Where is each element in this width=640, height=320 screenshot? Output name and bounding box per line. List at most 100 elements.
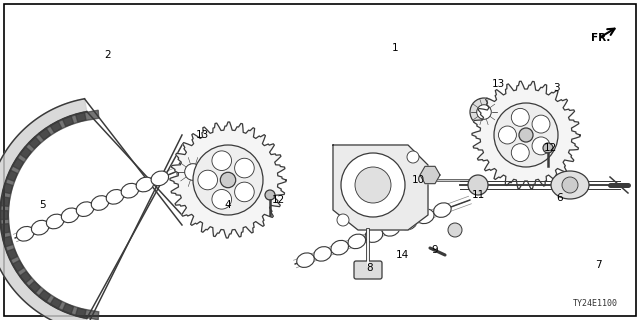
Circle shape bbox=[407, 151, 419, 163]
Ellipse shape bbox=[551, 171, 589, 199]
Polygon shape bbox=[0, 196, 10, 220]
Polygon shape bbox=[63, 112, 86, 126]
Circle shape bbox=[220, 172, 236, 188]
Ellipse shape bbox=[136, 177, 154, 192]
Polygon shape bbox=[1, 183, 13, 206]
Ellipse shape bbox=[365, 228, 383, 242]
Circle shape bbox=[468, 175, 488, 195]
Polygon shape bbox=[333, 145, 428, 230]
Ellipse shape bbox=[417, 209, 434, 224]
Polygon shape bbox=[76, 308, 99, 320]
Text: FR.: FR. bbox=[591, 33, 611, 43]
Polygon shape bbox=[0, 211, 10, 233]
Ellipse shape bbox=[139, 178, 151, 191]
Ellipse shape bbox=[31, 220, 49, 235]
Circle shape bbox=[212, 151, 232, 171]
Ellipse shape bbox=[151, 171, 168, 186]
Text: 11: 11 bbox=[472, 190, 484, 200]
Ellipse shape bbox=[367, 229, 380, 241]
Ellipse shape bbox=[297, 253, 314, 268]
Ellipse shape bbox=[385, 223, 397, 235]
Polygon shape bbox=[50, 116, 74, 132]
Ellipse shape bbox=[351, 235, 363, 248]
Polygon shape bbox=[20, 271, 40, 293]
Ellipse shape bbox=[154, 172, 166, 185]
Circle shape bbox=[477, 105, 492, 119]
Circle shape bbox=[511, 108, 529, 126]
Ellipse shape bbox=[34, 221, 47, 234]
Ellipse shape bbox=[382, 222, 400, 236]
Circle shape bbox=[265, 190, 275, 200]
Circle shape bbox=[198, 170, 218, 190]
Circle shape bbox=[543, 143, 553, 153]
Text: 6: 6 bbox=[557, 193, 563, 203]
Polygon shape bbox=[0, 99, 87, 320]
Polygon shape bbox=[20, 137, 40, 158]
Ellipse shape bbox=[106, 189, 124, 204]
Polygon shape bbox=[50, 298, 74, 314]
Polygon shape bbox=[472, 81, 580, 189]
Ellipse shape bbox=[76, 202, 94, 217]
Polygon shape bbox=[63, 304, 86, 318]
Circle shape bbox=[185, 164, 202, 180]
FancyBboxPatch shape bbox=[354, 261, 382, 279]
Ellipse shape bbox=[300, 254, 312, 267]
Polygon shape bbox=[29, 128, 51, 148]
Polygon shape bbox=[1, 224, 13, 247]
Ellipse shape bbox=[333, 241, 346, 254]
Circle shape bbox=[337, 214, 349, 226]
Polygon shape bbox=[170, 122, 286, 238]
Ellipse shape bbox=[419, 210, 431, 223]
Ellipse shape bbox=[64, 209, 76, 222]
Circle shape bbox=[519, 128, 533, 142]
Text: 13: 13 bbox=[195, 130, 209, 140]
Ellipse shape bbox=[17, 227, 34, 241]
Text: 10: 10 bbox=[412, 175, 424, 185]
Text: 2: 2 bbox=[105, 50, 111, 60]
Text: 1: 1 bbox=[392, 43, 398, 53]
Circle shape bbox=[235, 182, 254, 202]
Text: 12: 12 bbox=[271, 195, 285, 205]
Text: 7: 7 bbox=[595, 260, 602, 270]
Ellipse shape bbox=[19, 228, 31, 240]
Polygon shape bbox=[29, 281, 51, 302]
Polygon shape bbox=[38, 121, 61, 140]
Circle shape bbox=[532, 137, 550, 155]
Circle shape bbox=[193, 145, 263, 215]
Text: 3: 3 bbox=[553, 83, 559, 93]
Circle shape bbox=[532, 115, 550, 133]
Ellipse shape bbox=[109, 190, 121, 203]
Text: 14: 14 bbox=[396, 250, 408, 260]
Circle shape bbox=[448, 223, 462, 237]
Polygon shape bbox=[6, 249, 24, 272]
Circle shape bbox=[494, 103, 558, 167]
Circle shape bbox=[341, 153, 405, 217]
Ellipse shape bbox=[314, 247, 332, 261]
Circle shape bbox=[235, 158, 254, 178]
Polygon shape bbox=[38, 290, 61, 309]
Ellipse shape bbox=[61, 208, 79, 223]
Ellipse shape bbox=[348, 234, 365, 249]
Polygon shape bbox=[12, 260, 31, 283]
Ellipse shape bbox=[124, 184, 136, 197]
Polygon shape bbox=[6, 158, 24, 181]
Text: TY24E1100: TY24E1100 bbox=[573, 299, 618, 308]
Text: 9: 9 bbox=[432, 245, 438, 255]
Polygon shape bbox=[12, 147, 31, 170]
Text: 8: 8 bbox=[367, 263, 373, 273]
Ellipse shape bbox=[46, 214, 64, 229]
Ellipse shape bbox=[49, 215, 61, 228]
Ellipse shape bbox=[121, 183, 139, 198]
Polygon shape bbox=[76, 110, 99, 122]
Ellipse shape bbox=[331, 240, 349, 255]
Text: 13: 13 bbox=[492, 79, 504, 89]
Ellipse shape bbox=[316, 248, 329, 260]
Circle shape bbox=[511, 144, 529, 162]
Polygon shape bbox=[420, 166, 440, 184]
Ellipse shape bbox=[434, 203, 451, 217]
Ellipse shape bbox=[402, 216, 415, 229]
Ellipse shape bbox=[93, 197, 106, 209]
Text: 4: 4 bbox=[225, 200, 231, 210]
Ellipse shape bbox=[399, 215, 417, 230]
Text: 5: 5 bbox=[38, 200, 45, 210]
